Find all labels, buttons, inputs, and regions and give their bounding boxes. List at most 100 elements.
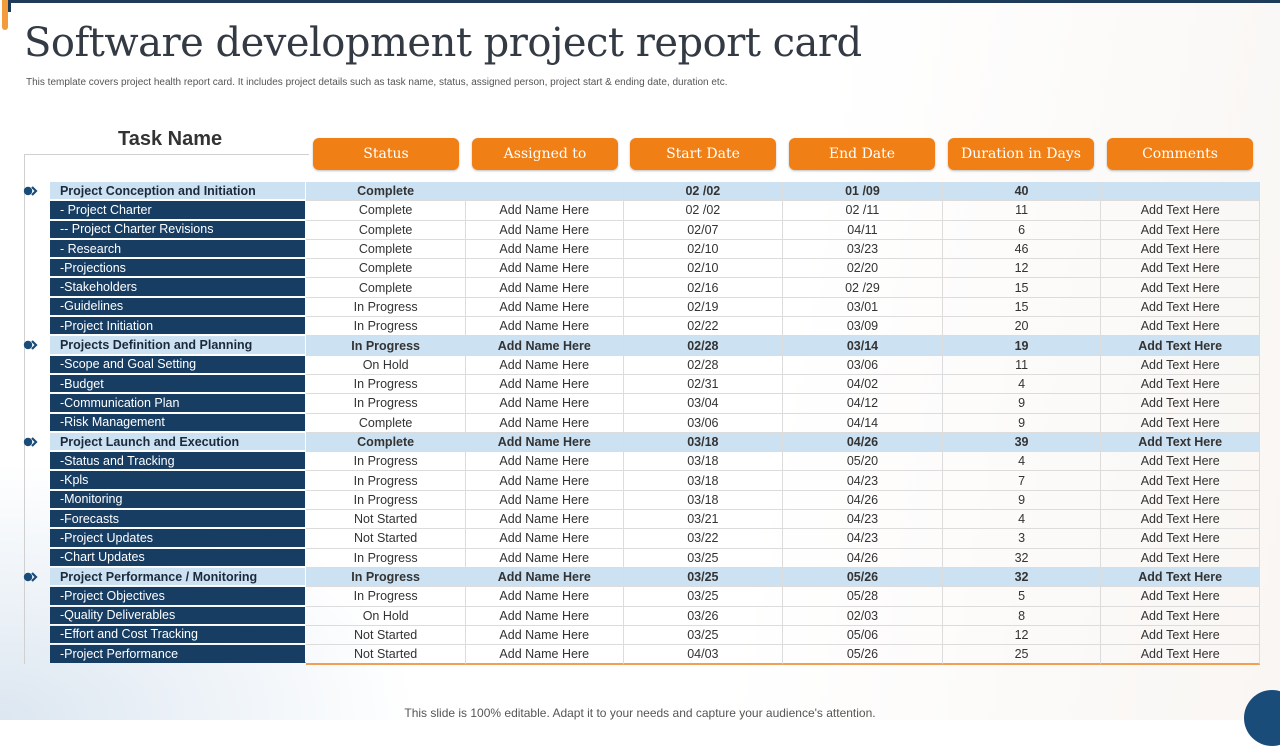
status-cell: In Progress [306,374,466,395]
row-gutter [24,220,50,240]
table-row: -Project Updates Not Started Add Name Here… [24,529,1260,549]
row-gutter [23,567,50,588]
table-row: -Communication Plan In Progress Add Name H… [24,394,1260,414]
duration-cell: 8 [942,606,1102,626]
column-header-end-date: End Date [789,138,935,170]
start-date-cell: 02/19 [623,297,784,318]
task-name-cell: Project Launch and Execution [49,432,307,452]
duration-cell: 6 [942,220,1102,240]
duration-cell: 12 [942,259,1102,279]
end-date-cell: 04/14 [783,413,943,433]
column-header-status: Status [313,138,459,170]
task-name-cell: -Chart Updates [49,548,307,567]
status-cell: Complete [306,432,466,453]
start-date-cell: 02/10 [623,259,784,279]
assigned-cell: Add Name Here [465,259,624,279]
start-date-cell: 03/18 [623,471,784,491]
status-cell: In Progress [306,490,466,511]
end-date-cell: 05/28 [783,587,943,607]
table-row: -Guidelines In Progress Add Name Here 02/19… [24,297,1260,318]
status-cell: Complete [306,278,466,298]
row-gutter [24,259,50,279]
start-date-cell: 03/21 [623,510,784,530]
task-header-frame [24,154,309,183]
comments-cell: Add Text Here [1101,413,1260,433]
task-name-cell: -Scope and Goal Setting [49,355,307,374]
task-name-cell: - Research [49,239,307,259]
comments-cell: Add Text Here [1101,336,1260,356]
comments-cell: Add Text Here [1101,374,1260,395]
status-cell: Not Started [306,529,466,549]
task-name-cell: Projects Definition and Planning [49,336,307,355]
end-date-cell: 04/26 [783,432,943,453]
task-name-cell: -- Project Charter Revisions [49,220,307,239]
phase-row: Project Conception and Initiation Complet… [23,182,1260,202]
status-cell: In Progress [306,587,466,607]
duration-cell: 39 [942,432,1102,453]
status-cell: Not Started [306,510,466,530]
assigned-cell: Add Name Here [465,567,624,588]
assigned-cell: Add Name Here [465,529,624,549]
status-cell: In Progress [306,452,466,472]
assigned-cell: Add Name Here [465,490,624,511]
end-date-cell: 03/14 [783,336,943,356]
assigned-cell: Add Name Here [465,336,624,356]
duration-cell: 15 [942,297,1102,318]
comments-cell: Add Text Here [1101,317,1260,337]
task-name-cell: -Budget [49,374,307,394]
end-date-cell: 02/03 [783,606,943,626]
double-chevron-right-icon [23,572,38,582]
start-date-cell: 03/06 [623,413,784,433]
top-accent-dark-bar [8,0,11,12]
double-chevron-right-icon [23,437,38,447]
start-date-cell: 02/10 [623,239,784,260]
assigned-cell: Add Name Here [465,645,624,666]
comments-cell: Add Text Here [1101,567,1260,588]
end-date-cell: 03/23 [783,239,943,260]
row-gutter [24,452,50,472]
comments-cell: Add Text Here [1101,355,1260,375]
task-name-cell: Project Performance / Monitoring [49,567,307,587]
page-subtitle: This template covers project health repo… [26,77,728,88]
table-row: -Risk Management Complete Add Name Here 03/… [24,413,1260,433]
table-row: -- Project Charter Revisions Complete Add … [24,220,1260,240]
row-gutter [24,471,50,491]
end-date-cell: 04/23 [783,510,943,530]
page-title: Software development project report card [24,20,862,66]
task-name-cell: -Project Objectives [49,587,307,606]
comments-cell: Add Text Here [1101,490,1260,511]
row-gutter [23,432,50,453]
comments-cell: Add Text Here [1101,432,1260,453]
task-name-cell: -Project Performance [49,645,307,664]
table-row: -Effort and Cost Tracking Not Started Add … [24,625,1260,646]
task-name-cell: -Risk Management [49,413,307,432]
top-rule [10,0,1280,3]
task-name-cell: -Monitoring [49,490,307,510]
end-date-cell: 04/26 [783,490,943,511]
duration-cell: 5 [942,587,1102,607]
row-gutter [23,336,50,356]
row-gutter [24,278,50,298]
end-date-cell: 03/06 [783,355,943,375]
assigned-cell: Add Name Here [465,413,624,433]
table-row: -Scope and Goal Setting On Hold Add Name H… [24,355,1260,375]
end-date-cell: 01 /09 [783,182,943,202]
end-date-cell: 03/01 [783,297,943,318]
task-name-cell: Project Conception and Initiation [49,182,307,201]
report-table: Project Conception and Initiation Complet… [23,182,1260,666]
comments-cell: Add Text Here [1101,625,1260,646]
start-date-cell: 03/26 [623,606,784,626]
start-date-cell: 02/16 [623,278,784,298]
task-name-cell: -Effort and Cost Tracking [49,625,307,645]
end-date-cell: 05/26 [783,645,943,666]
footer-note: This slide is 100% editable. Adapt it to… [404,706,876,720]
status-cell: In Progress [306,297,466,318]
table-row: -Forecasts Not Started Add Name Here 03/21 0… [24,510,1260,530]
assigned-cell: Add Name Here [465,201,624,221]
task-name-cell: -Quality Deliverables [49,606,307,625]
row-gutter [24,587,50,607]
start-date-cell: 03/25 [623,567,784,588]
status-cell: Complete [306,201,466,221]
assigned-cell: Add Name Here [465,355,624,375]
status-cell: In Progress [306,548,466,568]
